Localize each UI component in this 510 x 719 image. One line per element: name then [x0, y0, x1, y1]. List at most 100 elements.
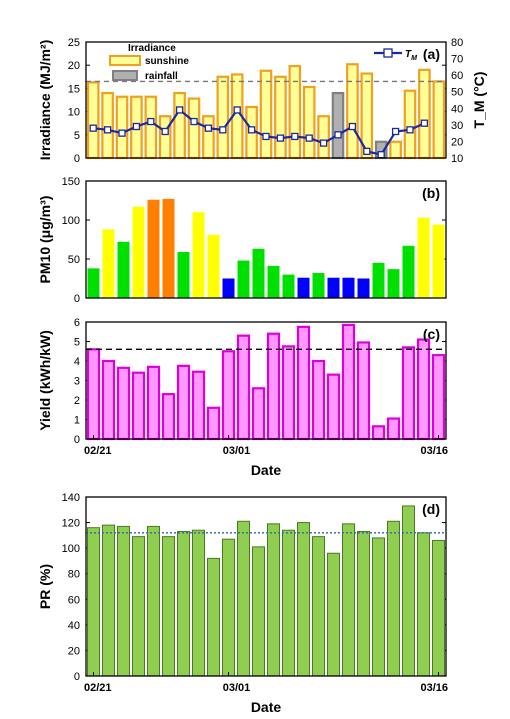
- panel-b-ytick-label: 0: [74, 293, 80, 305]
- pr-bar: [147, 525, 160, 677]
- pr-bar: [87, 527, 100, 677]
- panel-a-y2tick-label: 30: [451, 120, 463, 132]
- panel-c-xtick-label: 02/21: [84, 445, 112, 457]
- legend-sunshine-swatch: [109, 55, 141, 66]
- pr-bar: [417, 532, 430, 677]
- pr-bar: [117, 525, 130, 677]
- temperature-marker: [377, 151, 385, 159]
- yield-bar: [191, 370, 206, 441]
- pm10-bar: [177, 251, 190, 298]
- pm10-bar: [237, 260, 250, 298]
- yield-bar: [356, 341, 371, 441]
- temperature-marker: [291, 132, 299, 141]
- panel-c-ytick-label: 0: [74, 434, 80, 446]
- sunshine-bar: [158, 115, 172, 160]
- temperature-marker: [276, 134, 285, 142]
- pm10-bar: [372, 262, 385, 298]
- panel-d-ytick-label: 0: [74, 671, 80, 683]
- pm10-bar: [402, 245, 415, 298]
- sunshine-bar: [202, 115, 215, 160]
- temperature-marker: [233, 106, 241, 114]
- pr-bar: [102, 524, 115, 677]
- pr-bar: [267, 523, 280, 677]
- temperature-marker: [147, 117, 155, 126]
- yield-bar: [401, 346, 416, 441]
- temperature-marker: [132, 122, 141, 131]
- pm10-bar: [267, 266, 280, 298]
- pm10-bar: [117, 241, 130, 298]
- panel-a-y2tick-label: 20: [451, 136, 463, 148]
- pr-bar: [387, 520, 400, 677]
- legend-title: Irradiance: [128, 43, 176, 54]
- pm10-bar: [297, 277, 310, 298]
- temperature-marker: [204, 124, 213, 132]
- yield-bar: [371, 425, 386, 441]
- panel-a-ytick-label: 0: [74, 153, 80, 165]
- sunshine-bar: [86, 81, 100, 160]
- yield-bar: [101, 359, 116, 441]
- sunshine-bar: [187, 97, 201, 160]
- yield-bar: [251, 387, 266, 441]
- panel-d-ylabel: PR (%): [37, 564, 53, 609]
- sunshine-bar: [274, 75, 287, 160]
- pr-bar: [432, 539, 445, 677]
- temperature-marker: [391, 127, 400, 136]
- temperature-marker: [334, 131, 342, 139]
- panel-d-ytick-label: 40: [68, 620, 80, 632]
- pr-bar: [222, 538, 235, 677]
- sunshine-bar: [418, 68, 431, 160]
- temperature-marker: [219, 126, 227, 134]
- panel-d-ytick-label: 140: [62, 492, 80, 504]
- temperature-marker: [406, 126, 414, 134]
- temperature-marker: [262, 132, 270, 141]
- yield-bar: [326, 373, 341, 441]
- legend-temp-label: TM: [405, 49, 417, 62]
- pm10-bar: [252, 248, 265, 298]
- pr-bar: [282, 529, 295, 677]
- sunshine-bar: [302, 85, 316, 160]
- temperature-marker: [420, 119, 429, 127]
- panel-c-ytick-label: 3: [74, 376, 80, 388]
- pm10-bar: [327, 277, 340, 298]
- pr-bar: [402, 505, 415, 677]
- panel-d-ytick-label: 100: [62, 543, 80, 555]
- panel-b-ytick-label: 50: [68, 254, 80, 266]
- panel-a-frame: [85, 41, 447, 159]
- panel-c-xtick-label: 03/01: [223, 445, 251, 457]
- panel-d-panel-label: (d): [422, 501, 440, 517]
- panel-a-ytick-label: 5: [74, 130, 80, 142]
- sunshine-bar: [259, 69, 273, 160]
- panel-a-ytick-label: 10: [68, 107, 80, 119]
- legend-temp-marker: [383, 48, 393, 58]
- sunshine-bar: [403, 89, 417, 160]
- yield-bar: [176, 364, 191, 441]
- panel-a-ytick-label: 20: [68, 60, 80, 72]
- pr-bar: [192, 529, 205, 677]
- panel-c-ylabel: Yield (kWh/kW): [37, 330, 53, 431]
- yield-bar: [131, 371, 146, 441]
- sunshine-bar: [346, 63, 359, 160]
- yield-bar: [431, 354, 446, 441]
- temperature-marker: [89, 124, 97, 132]
- pm10-bar: [147, 199, 160, 298]
- pr-bar: [372, 537, 385, 677]
- yield-bar: [236, 334, 251, 441]
- pr-bar: [312, 536, 325, 677]
- panel-c-ytick-label: 1: [74, 415, 80, 427]
- pr-bar: [297, 522, 310, 677]
- panel-c-ytick-label: 4: [74, 356, 80, 368]
- yield-bar: [161, 393, 176, 441]
- pr-bar: [177, 531, 190, 677]
- pr-bar: [342, 523, 355, 677]
- panel-c-panel-label: (c): [423, 326, 440, 342]
- panel-c-ytick-label: 2: [74, 395, 80, 407]
- panel-a-y2tick-label: 80: [451, 37, 463, 49]
- panel-a-y2tick-label: 50: [451, 87, 463, 99]
- panel-a-y2tick-label: 40: [451, 103, 463, 115]
- panel-b-panel-label: (b): [422, 185, 440, 201]
- pm10-bar: [132, 206, 145, 298]
- panel-d-frame: [85, 496, 447, 677]
- pm10-bar: [387, 269, 400, 298]
- panel-a-panel-label: (a): [423, 46, 440, 62]
- pm10-bar: [207, 234, 220, 298]
